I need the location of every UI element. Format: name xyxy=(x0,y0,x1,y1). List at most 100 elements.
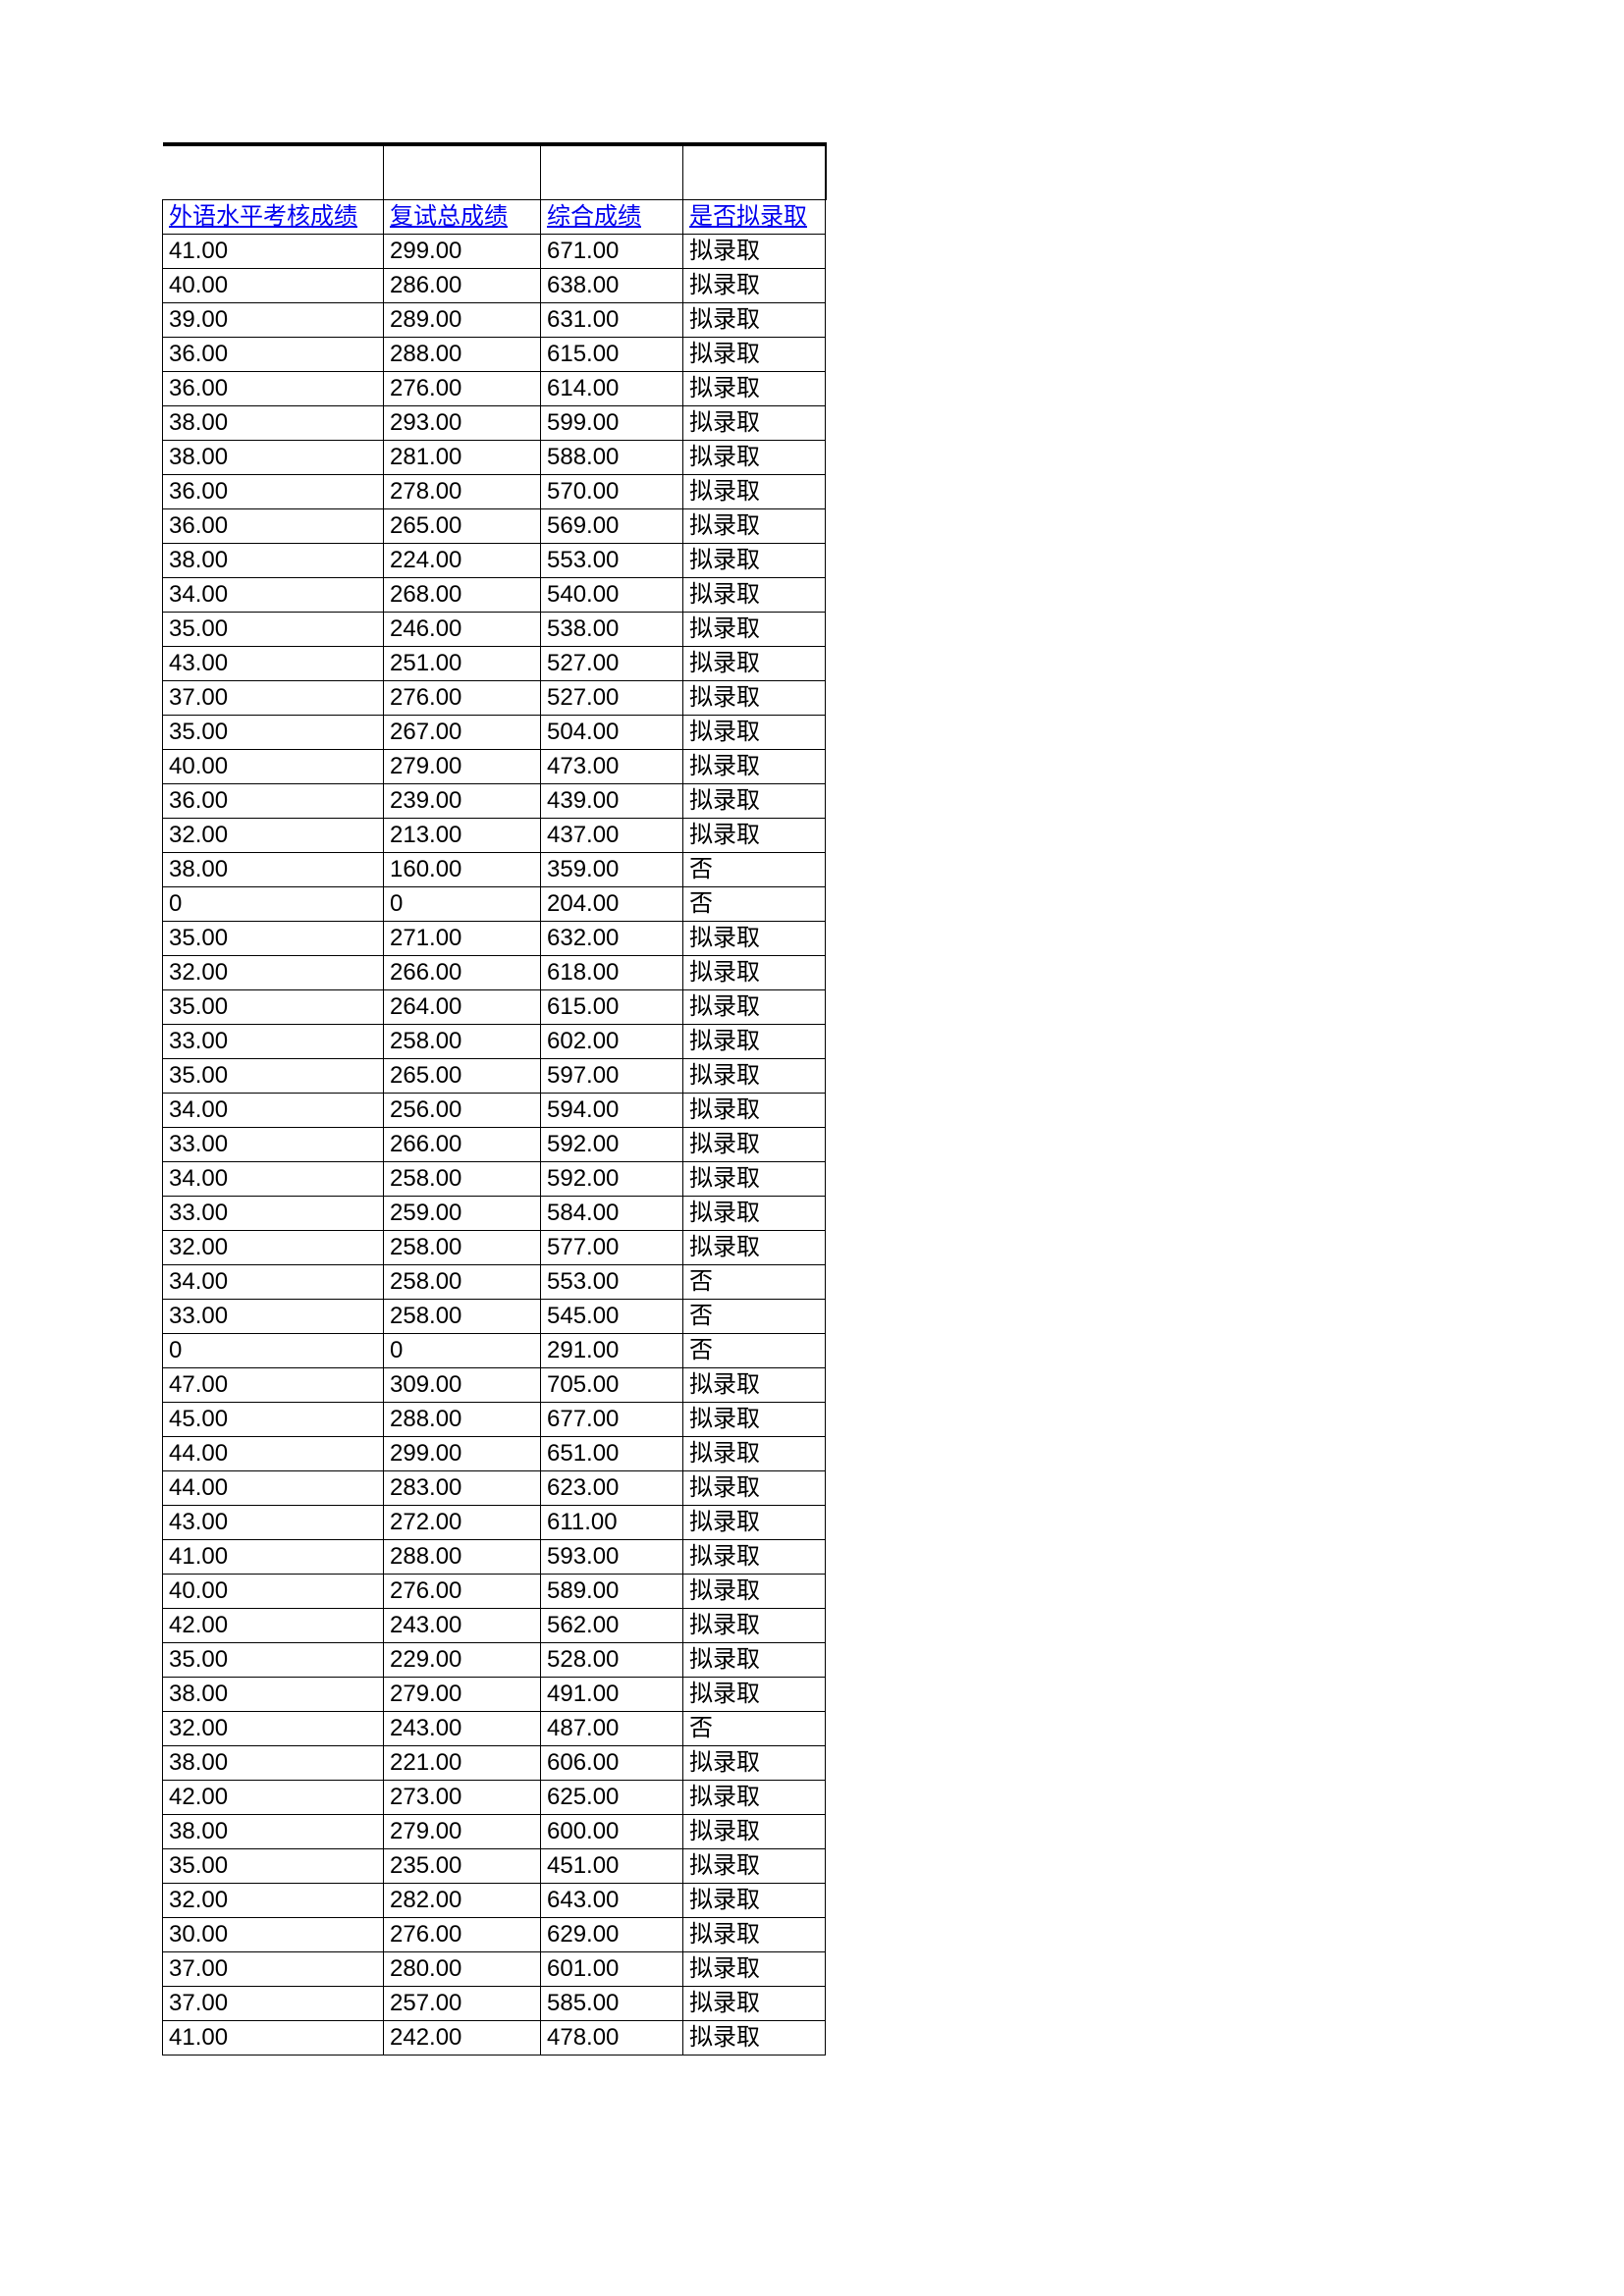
table-cell: 否 xyxy=(683,1712,826,1746)
table-row: 45.00288.00677.00拟录取 xyxy=(163,1403,826,1437)
table-cell: 拟录取 xyxy=(683,578,826,613)
table-row: 41.00288.00593.00拟录取 xyxy=(163,1540,826,1575)
table-row: 00204.00否 xyxy=(163,887,826,922)
header-overall-score[interactable]: 综合成绩 xyxy=(541,200,683,235)
table-cell: 32.00 xyxy=(163,1712,384,1746)
header-admit-status[interactable]: 是否拟录取 xyxy=(683,200,826,235)
table-cell: 478.00 xyxy=(541,2021,683,2056)
table-cell: 35.00 xyxy=(163,716,384,750)
table-row: 38.00281.00588.00拟录取 xyxy=(163,441,826,475)
table-cell: 528.00 xyxy=(541,1643,683,1678)
table-row: 33.00266.00592.00拟录取 xyxy=(163,1128,826,1162)
table-cell: 38.00 xyxy=(163,853,384,887)
table-cell: 527.00 xyxy=(541,647,683,681)
table-cell: 671.00 xyxy=(541,235,683,269)
table-cell: 36.00 xyxy=(163,509,384,544)
table-row: 37.00257.00585.00拟录取 xyxy=(163,1987,826,2021)
table-cell: 42.00 xyxy=(163,1781,384,1815)
header-foreign-lang-score[interactable]: 外语水平考核成绩 xyxy=(163,200,384,235)
table-cell: 632.00 xyxy=(541,922,683,956)
table-row: 32.00266.00618.00拟录取 xyxy=(163,956,826,990)
table-cell: 拟录取 xyxy=(683,441,826,475)
table-cell: 43.00 xyxy=(163,1506,384,1540)
table-cell: 614.00 xyxy=(541,372,683,406)
table-cell: 276.00 xyxy=(384,1918,541,1952)
table-cell: 276.00 xyxy=(384,372,541,406)
table-row: 43.00251.00527.00拟录取 xyxy=(163,647,826,681)
table-cell: 0 xyxy=(163,887,384,922)
top-border-cell xyxy=(163,144,384,200)
table-cell: 拟录取 xyxy=(683,544,826,578)
table-cell: 拟录取 xyxy=(683,1540,826,1575)
table-cell: 拟录取 xyxy=(683,1678,826,1712)
table-row: 37.00276.00527.00拟录取 xyxy=(163,681,826,716)
table-cell: 279.00 xyxy=(384,750,541,784)
table-cell: 拟录取 xyxy=(683,509,826,544)
table-row: 35.00267.00504.00拟录取 xyxy=(163,716,826,750)
table-cell: 562.00 xyxy=(541,1609,683,1643)
table-cell: 229.00 xyxy=(384,1643,541,1678)
table-cell: 204.00 xyxy=(541,887,683,922)
table-cell: 拟录取 xyxy=(683,784,826,819)
table-row: 38.00279.00491.00拟录取 xyxy=(163,1678,826,1712)
table-cell: 677.00 xyxy=(541,1403,683,1437)
table-cell: 606.00 xyxy=(541,1746,683,1781)
table-cell: 拟录取 xyxy=(683,1059,826,1094)
table-cell: 273.00 xyxy=(384,1781,541,1815)
table-cell: 35.00 xyxy=(163,990,384,1025)
table-cell: 40.00 xyxy=(163,1575,384,1609)
header-row: 外语水平考核成绩 复试总成绩 综合成绩 是否拟录取 xyxy=(163,200,826,235)
table-cell: 266.00 xyxy=(384,1128,541,1162)
table-cell: 拟录取 xyxy=(683,1025,826,1059)
table-cell: 600.00 xyxy=(541,1815,683,1849)
table-row: 40.00279.00473.00拟录取 xyxy=(163,750,826,784)
table-cell: 41.00 xyxy=(163,1540,384,1575)
table-cell: 631.00 xyxy=(541,303,683,338)
table-cell: 577.00 xyxy=(541,1231,683,1265)
table-cell: 602.00 xyxy=(541,1025,683,1059)
table-cell: 44.00 xyxy=(163,1471,384,1506)
table-row: 38.00224.00553.00拟录取 xyxy=(163,544,826,578)
table-cell: 589.00 xyxy=(541,1575,683,1609)
table-cell: 0 xyxy=(384,1334,541,1368)
header-retest-total[interactable]: 复试总成绩 xyxy=(384,200,541,235)
table-row: 33.00259.00584.00拟录取 xyxy=(163,1197,826,1231)
table-cell: 36.00 xyxy=(163,372,384,406)
table-cell: 283.00 xyxy=(384,1471,541,1506)
table-cell: 553.00 xyxy=(541,1265,683,1300)
table-cell: 拟录取 xyxy=(683,1162,826,1197)
table-cell: 592.00 xyxy=(541,1162,683,1197)
table-row: 35.00264.00615.00拟录取 xyxy=(163,990,826,1025)
table-cell: 32.00 xyxy=(163,1884,384,1918)
table-cell: 45.00 xyxy=(163,1403,384,1437)
table-row: 42.00243.00562.00拟录取 xyxy=(163,1609,826,1643)
table-cell: 拟录取 xyxy=(683,1609,826,1643)
table-cell: 拟录取 xyxy=(683,819,826,853)
table-cell: 623.00 xyxy=(541,1471,683,1506)
table-cell: 538.00 xyxy=(541,613,683,647)
table-cell: 267.00 xyxy=(384,716,541,750)
table-row: 32.00213.00437.00拟录取 xyxy=(163,819,826,853)
table-cell: 44.00 xyxy=(163,1437,384,1471)
table-cell: 527.00 xyxy=(541,681,683,716)
table-cell: 34.00 xyxy=(163,1265,384,1300)
table-cell: 625.00 xyxy=(541,1781,683,1815)
table-cell: 36.00 xyxy=(163,784,384,819)
table-cell: 224.00 xyxy=(384,544,541,578)
table-cell: 拟录取 xyxy=(683,922,826,956)
table-cell: 221.00 xyxy=(384,1746,541,1781)
table-row: 34.00258.00592.00拟录取 xyxy=(163,1162,826,1197)
table-cell: 33.00 xyxy=(163,1300,384,1334)
table-cell: 599.00 xyxy=(541,406,683,441)
table-row: 36.00239.00439.00拟录取 xyxy=(163,784,826,819)
scores-table: 外语水平考核成绩 复试总成绩 综合成绩 是否拟录取 41.00299.00671… xyxy=(162,142,827,2056)
table-cell: 30.00 xyxy=(163,1918,384,1952)
table-cell: 282.00 xyxy=(384,1884,541,1918)
table-cell: 33.00 xyxy=(163,1025,384,1059)
table-cell: 597.00 xyxy=(541,1059,683,1094)
table-cell: 601.00 xyxy=(541,1952,683,1987)
table-cell: 584.00 xyxy=(541,1197,683,1231)
table-cell: 拟录取 xyxy=(683,1918,826,1952)
table-cell: 33.00 xyxy=(163,1128,384,1162)
table-cell: 拟录取 xyxy=(683,1849,826,1884)
